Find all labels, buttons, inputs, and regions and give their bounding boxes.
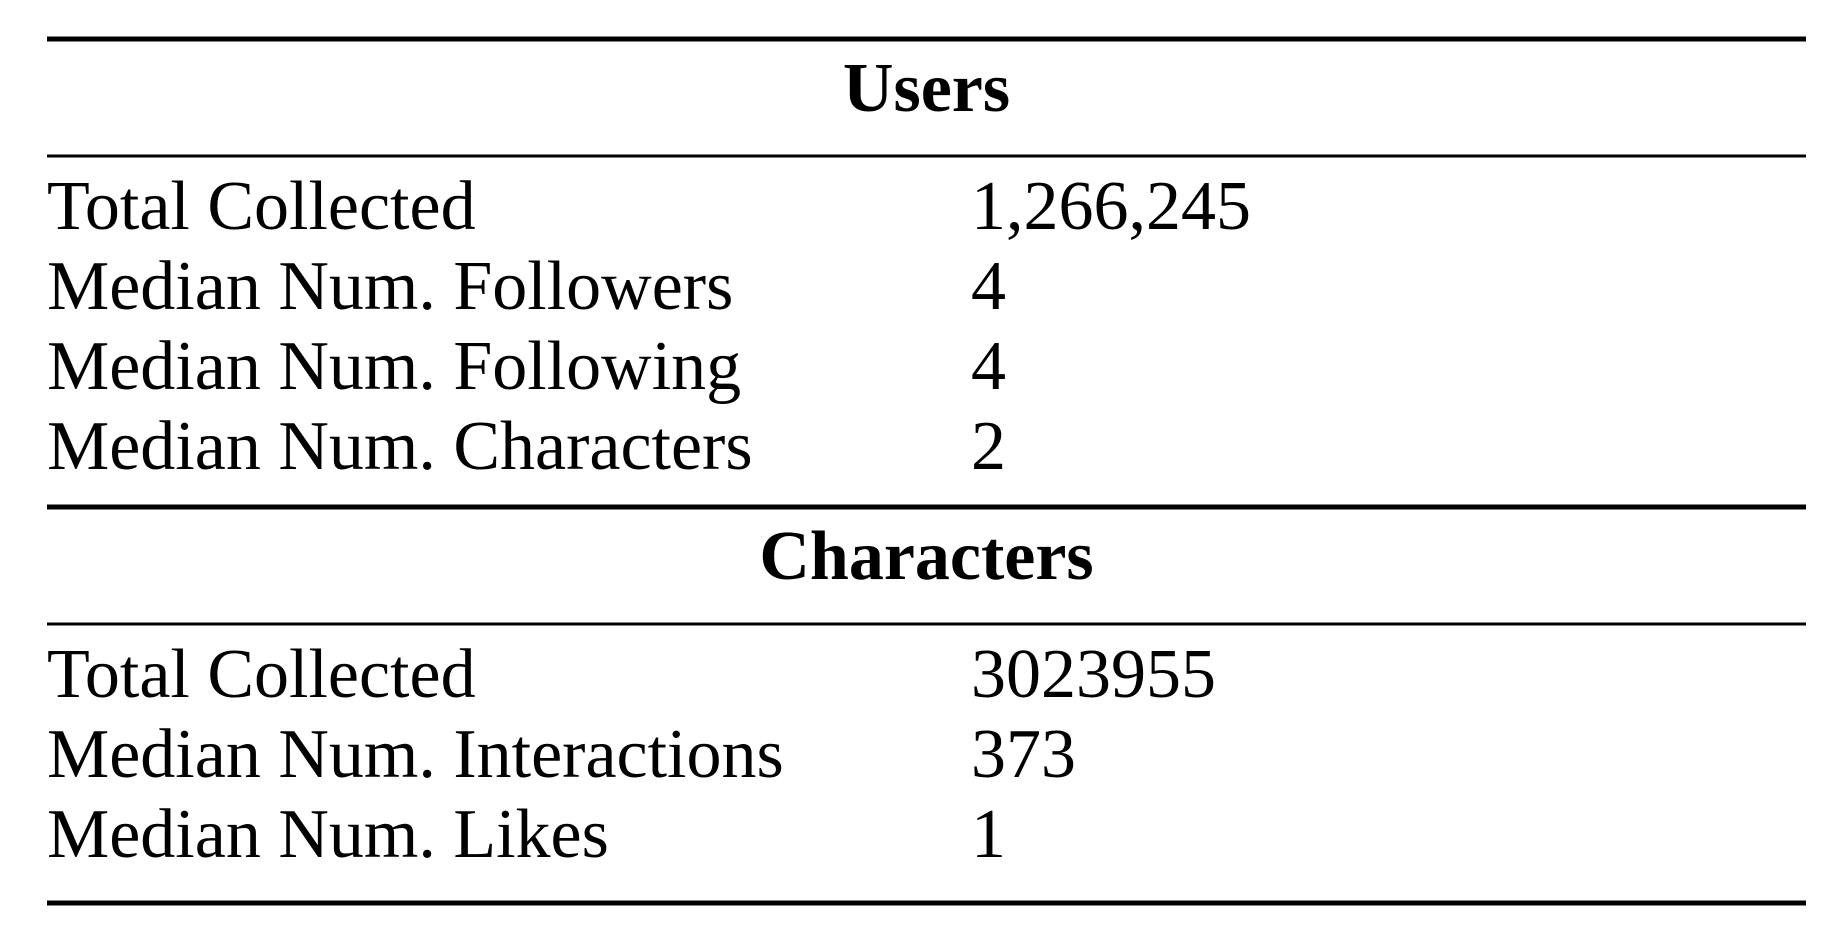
section-title: Users — [843, 50, 1010, 127]
row-value: 1,266,245 — [971, 168, 1251, 245]
row-value: 2 — [971, 408, 1006, 485]
section-title: Characters — [759, 518, 1093, 595]
row-label: Median Num. Interactions — [47, 716, 784, 793]
row-label: Median Num. Likes — [47, 796, 609, 873]
row-label: Total Collected — [47, 168, 476, 245]
row-label: Median Num. Characters — [47, 408, 753, 485]
row-label: Median Num. Following — [47, 328, 741, 405]
row-value: 373 — [971, 716, 1076, 793]
row-value: 4 — [971, 248, 1006, 325]
row-value: 3023955 — [971, 636, 1216, 713]
row-value: 1 — [971, 796, 1006, 873]
row-value: 4 — [971, 328, 1006, 405]
row-label: Total Collected — [47, 636, 476, 713]
row-label: Median Num. Followers — [47, 248, 733, 325]
